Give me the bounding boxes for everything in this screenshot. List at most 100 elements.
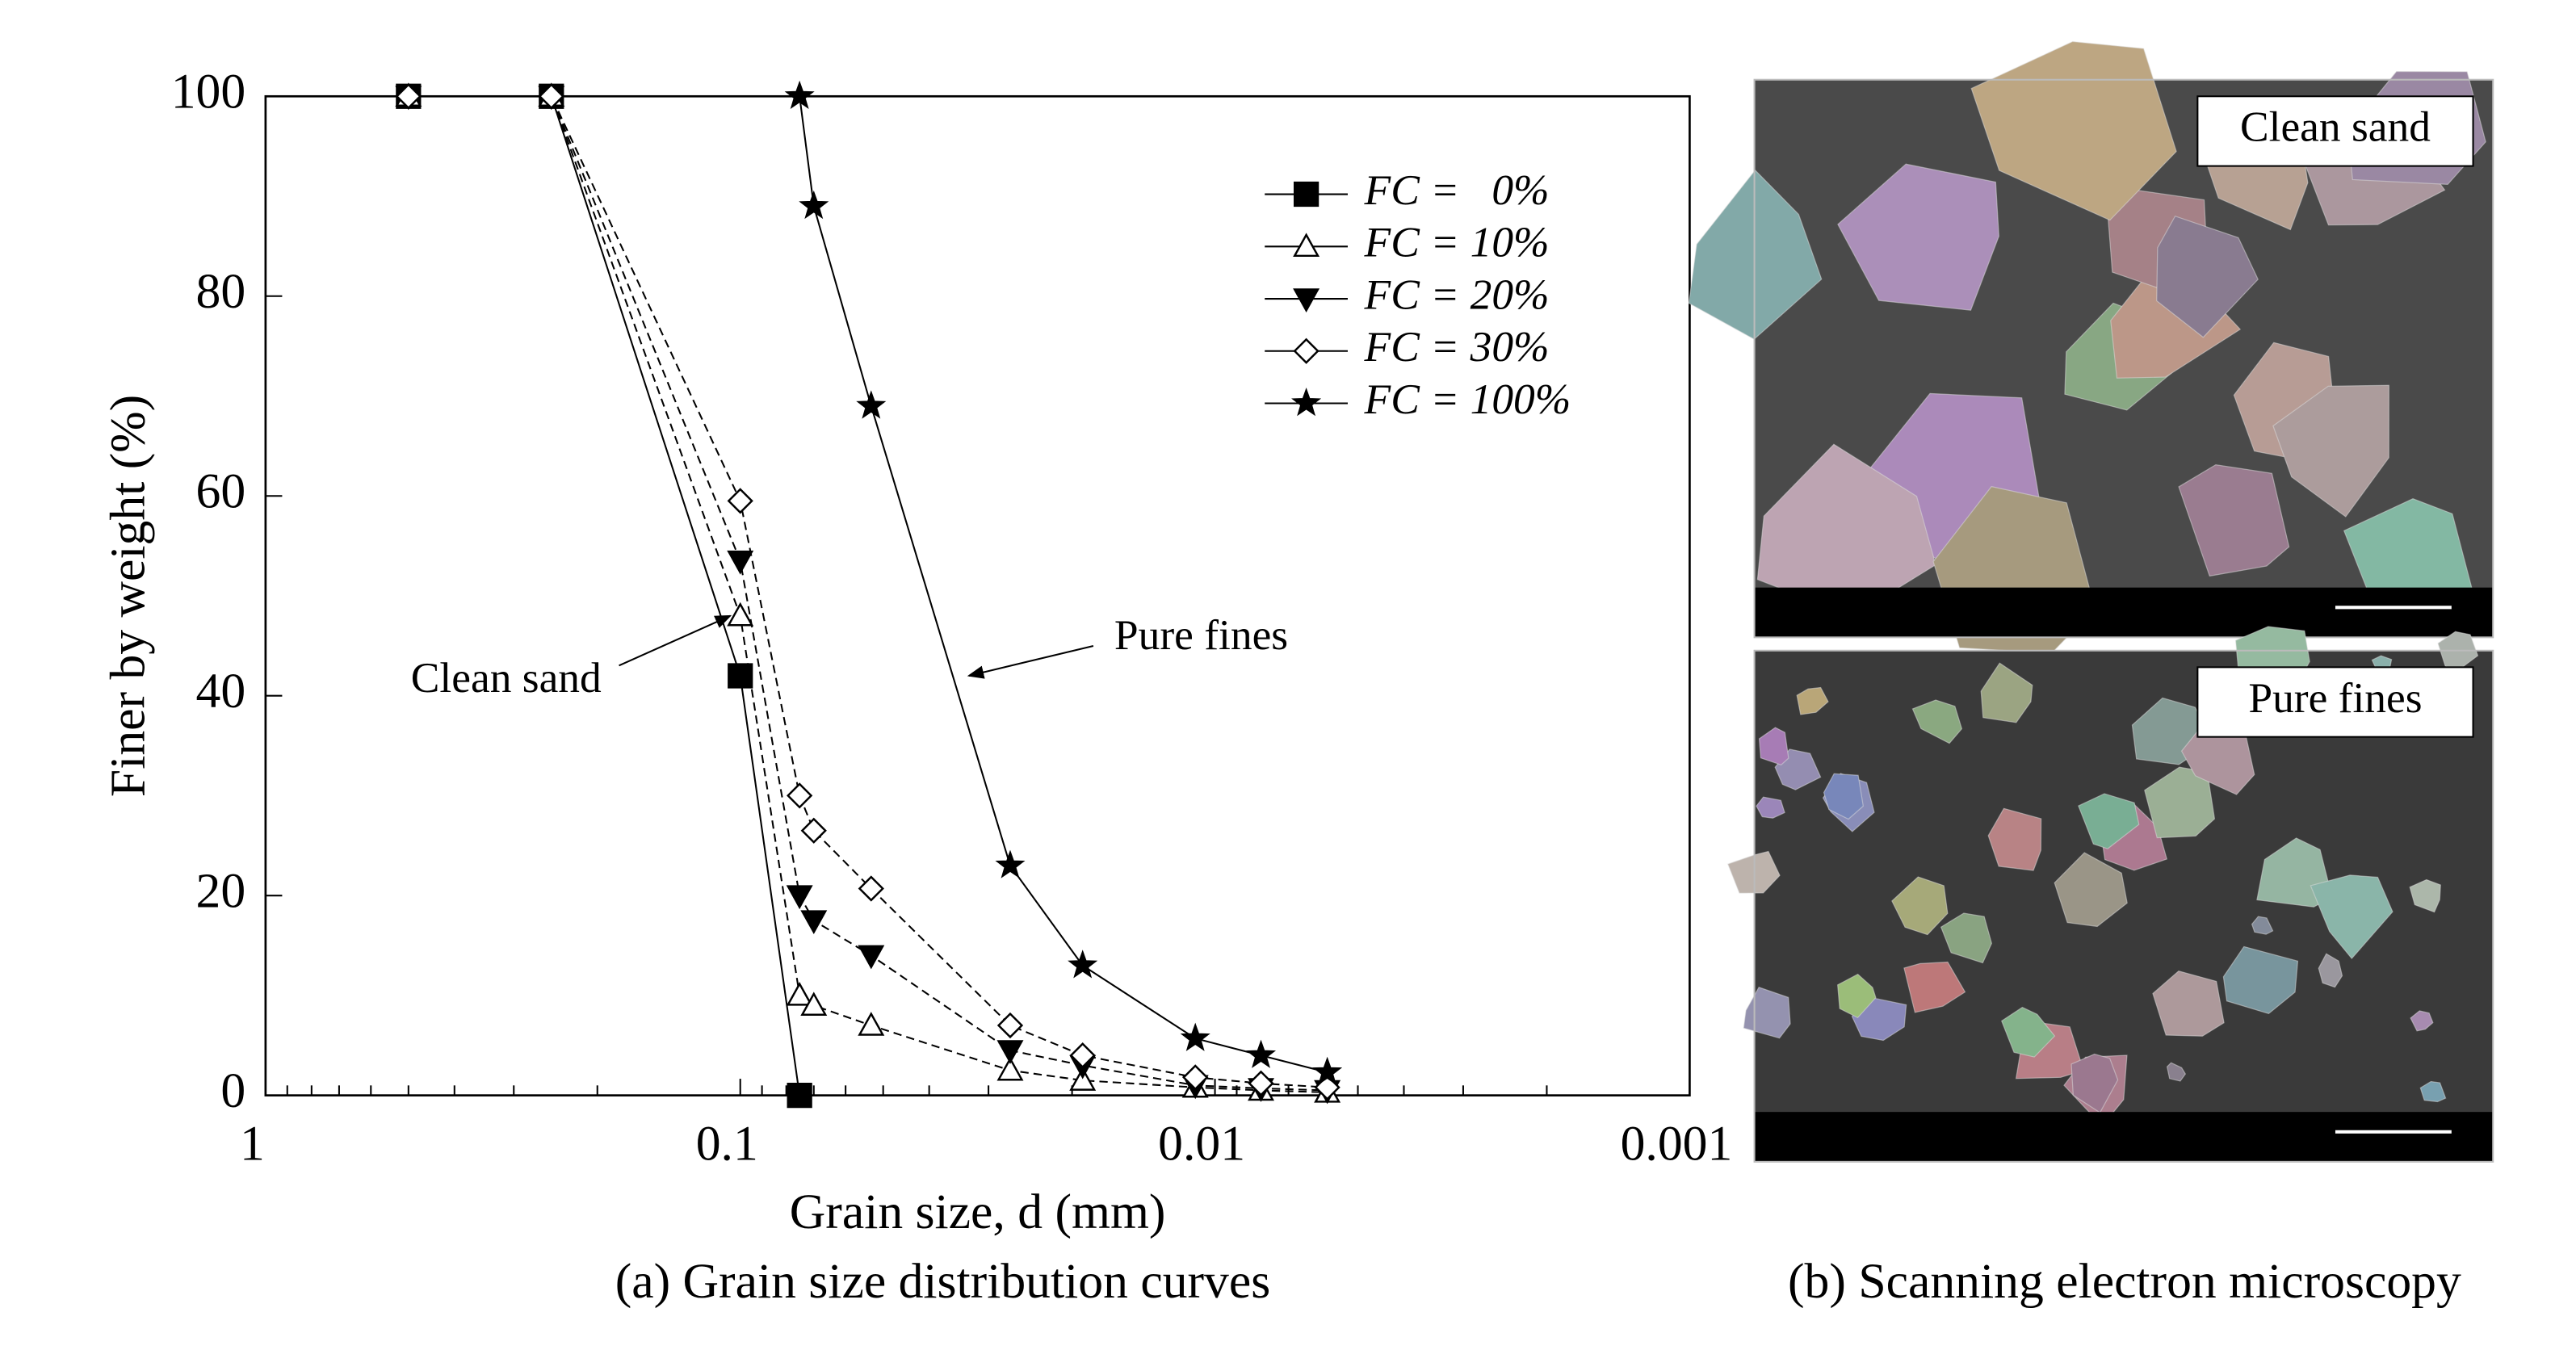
particle [2222, 945, 2299, 1015]
particle [2409, 878, 2441, 913]
annotation: Clean sand [411, 653, 602, 702]
marker [728, 663, 753, 689]
particle [2054, 852, 2128, 928]
particle [2318, 953, 2343, 988]
particle [2152, 970, 2225, 1037]
marker [799, 190, 829, 220]
marker [858, 875, 884, 902]
legend-marker [1293, 181, 1319, 208]
panel-label: Pure fines [2248, 673, 2422, 722]
marker [1293, 288, 1320, 312]
particle [1823, 773, 1865, 820]
plot-frame [264, 94, 1691, 1096]
particle [1837, 163, 1999, 311]
y-tick-label: 20 [196, 863, 246, 918]
x-tick-label: 1 [240, 1117, 265, 1172]
annotation-arrow [967, 644, 1094, 679]
marker [1069, 1067, 1097, 1091]
sem-footer-text: SEI 15kV WD11mm SS35 x200 100µm [1771, 600, 2060, 614]
particle [1980, 662, 2033, 723]
x-tick-label: 0.1 [696, 1117, 758, 1172]
marker [1069, 1042, 1096, 1069]
particle [2251, 916, 2274, 935]
annotation-arrow [619, 614, 732, 667]
legend-marker [1293, 233, 1320, 258]
marker [1293, 181, 1319, 208]
marker [800, 992, 828, 1017]
label-box [2196, 95, 2474, 167]
marker [858, 945, 885, 970]
particle [1911, 699, 1963, 744]
y-tick-label: 0 [220, 1063, 245, 1118]
marker [787, 782, 813, 809]
y-tick-label: 100 [171, 64, 245, 119]
particle [1796, 686, 1829, 715]
particle [1970, 40, 2177, 221]
marker [786, 885, 813, 910]
particle [2000, 1006, 2056, 1058]
marker [1291, 388, 1322, 417]
panel-label: Clean sand [2240, 103, 2431, 151]
legend-marker [1293, 288, 1320, 312]
marker [858, 1012, 885, 1036]
marker [800, 910, 828, 935]
legend-marker [1293, 338, 1319, 364]
series-line [408, 95, 1328, 1088]
marker [1068, 950, 1098, 979]
marker [727, 602, 754, 627]
particle [2272, 384, 2389, 518]
marker [1248, 1070, 1274, 1096]
marker [856, 390, 887, 419]
x-axis-label: Grain size, d (mm) [790, 1184, 1166, 1239]
marker [1180, 1022, 1210, 1051]
particle [2419, 1080, 2447, 1103]
particle [2310, 874, 2393, 960]
panel-frame [1753, 649, 2494, 1163]
y-axis-label: Finer by weight (%) [101, 395, 156, 797]
marker [727, 550, 754, 575]
series-line [408, 95, 1328, 1093]
marker [787, 1083, 812, 1109]
y-tick-label: 40 [196, 664, 246, 719]
marker [1293, 233, 1320, 258]
particle [1987, 807, 2042, 871]
particle [1903, 961, 1966, 1013]
legend-label: FC = 30% [1364, 322, 1550, 371]
marker [395, 83, 422, 110]
particle [1758, 727, 1789, 765]
caption: (b) Scanning electron microscopy [1788, 1254, 2461, 1309]
marker [727, 488, 753, 514]
legend-marker [1291, 388, 1322, 417]
particle [2410, 1010, 2434, 1032]
marker [1312, 1056, 1343, 1085]
series-line [408, 95, 1328, 1092]
marker [786, 981, 813, 1006]
sem-footer-text: SEI 15kV WD11mm SS35 x200 100µm [1771, 1124, 2060, 1138]
marker [996, 1012, 1024, 1039]
caption: (a) Grain size distribution curves [615, 1254, 1271, 1309]
particle [2156, 215, 2259, 338]
marker [800, 817, 827, 844]
sem-footer [1754, 1112, 2494, 1162]
sem-footer [1754, 587, 2494, 638]
legend-label: FC = 10% [1364, 218, 1550, 266]
x-tick-label: 0.01 [1158, 1117, 1245, 1172]
particle [1756, 796, 1785, 819]
legend-label: FC = 0% [1364, 166, 1550, 214]
marker [996, 1056, 1024, 1081]
particle [1940, 912, 1993, 964]
marker [1182, 1064, 1209, 1091]
series-line [408, 95, 801, 1096]
particle [2078, 793, 2140, 849]
sem-images: SEI 15kV WD11mm SS35 x200 100µm Clean san… [1688, 40, 2494, 1163]
particle [1891, 876, 1949, 936]
particle [1743, 986, 1791, 1039]
marker [1293, 338, 1319, 364]
marker [784, 80, 815, 110]
annotation: Pure fines [1114, 610, 1288, 659]
panel-frame [1753, 78, 2494, 639]
y-tick-label: 60 [196, 463, 246, 518]
marker [1246, 1039, 1277, 1068]
